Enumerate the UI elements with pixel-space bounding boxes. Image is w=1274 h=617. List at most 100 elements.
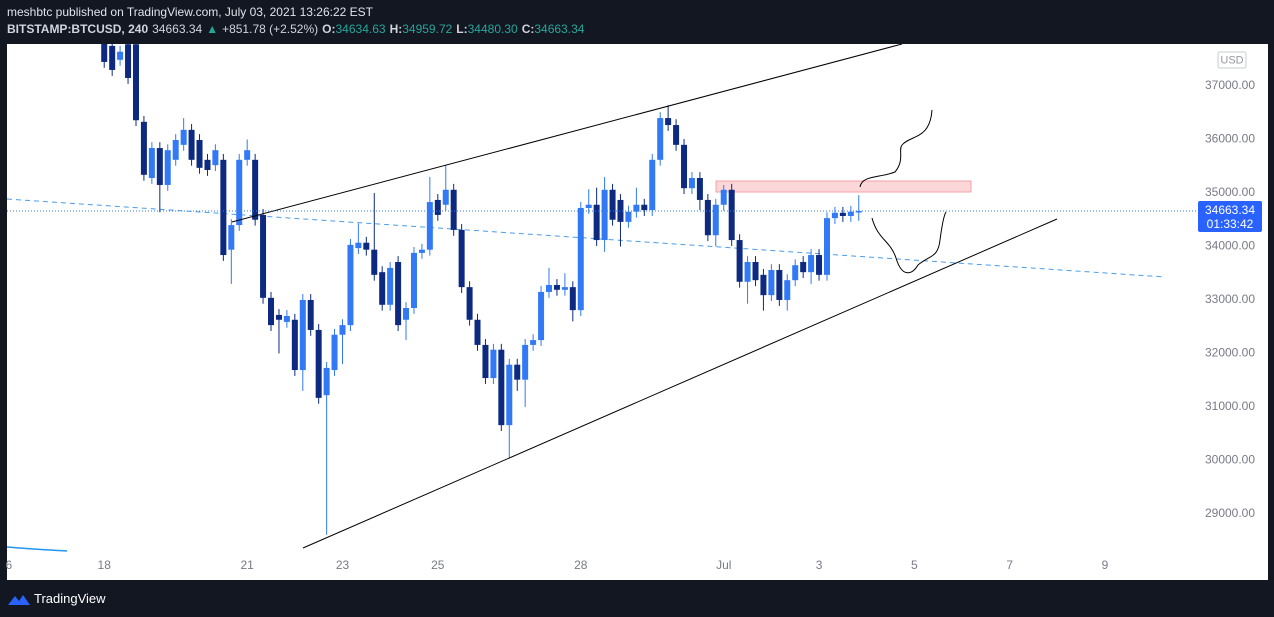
y-tick-label: 36000.00 bbox=[1205, 132, 1255, 146]
y-tick-label: 30000.00 bbox=[1205, 453, 1255, 467]
y-tick-label: 32000.00 bbox=[1205, 346, 1255, 360]
candle-body bbox=[212, 150, 219, 166]
candle-body bbox=[268, 297, 275, 326]
candle-body bbox=[331, 334, 338, 371]
candle-body bbox=[728, 189, 735, 241]
candle-body bbox=[260, 214, 267, 298]
candle-body bbox=[315, 329, 322, 398]
x-tick-label: 18 bbox=[98, 558, 112, 572]
candle-body bbox=[609, 189, 616, 220]
countdown: 01:33:42 bbox=[1207, 217, 1254, 231]
candle-body bbox=[450, 189, 457, 230]
candle-body bbox=[275, 314, 282, 320]
candle-body bbox=[744, 261, 751, 282]
candle-body bbox=[506, 364, 513, 426]
publish-info: meshbtc published on TradingView.com, Ju… bbox=[7, 5, 377, 19]
candle-body bbox=[220, 159, 227, 256]
x-tick-label: 21 bbox=[241, 558, 255, 572]
candle-body bbox=[204, 159, 211, 170]
candle-body bbox=[403, 307, 410, 320]
x-tick-label: Jul bbox=[716, 558, 731, 572]
ohlc-key: O: bbox=[322, 22, 336, 36]
candle-body bbox=[196, 140, 203, 168]
candle-body bbox=[387, 267, 394, 305]
candle-body bbox=[704, 199, 711, 236]
candle-body bbox=[466, 287, 473, 320]
candle-body bbox=[236, 159, 243, 226]
candle-body bbox=[617, 199, 624, 222]
chart-panel bbox=[7, 44, 1268, 580]
candle-body bbox=[442, 189, 449, 205]
candle-body bbox=[228, 225, 235, 250]
ohlc-key: L: bbox=[456, 22, 468, 36]
last-price-label: 34663.34 bbox=[1205, 203, 1255, 217]
candle-body bbox=[839, 212, 846, 216]
x-tick-label: 9 bbox=[1102, 558, 1109, 572]
candle-body bbox=[164, 150, 171, 185]
candle-body bbox=[625, 211, 632, 222]
candle-body bbox=[188, 129, 195, 160]
symbol-line: BITSTAMP:BTCUSD, 240 34663.34 ▲ +851.78 (+2… bbox=[7, 22, 592, 36]
candle-body bbox=[117, 51, 124, 60]
candle-body bbox=[474, 319, 481, 345]
candle-body bbox=[776, 270, 783, 300]
candle-body bbox=[696, 178, 703, 200]
lower-trendline bbox=[302, 218, 1058, 549]
candle-body bbox=[156, 148, 163, 185]
candle-body bbox=[530, 340, 537, 345]
candle-body bbox=[688, 178, 695, 189]
candle-body bbox=[395, 261, 402, 326]
currency: USD bbox=[1220, 54, 1243, 66]
candle-body bbox=[720, 189, 727, 205]
y-tick-label: 34000.00 bbox=[1205, 239, 1255, 253]
x-tick-label: 28 bbox=[574, 558, 588, 572]
candle-body bbox=[784, 280, 791, 300]
candle-body bbox=[553, 284, 560, 290]
candle-body bbox=[410, 252, 417, 308]
y-tick-label: 29000.00 bbox=[1205, 506, 1255, 520]
dashed-trendline bbox=[7, 198, 1166, 278]
candle-body bbox=[490, 349, 497, 379]
tradingview-logo bbox=[8, 595, 30, 605]
publisher: meshbtc published on TradingView.com, Ju… bbox=[7, 5, 374, 19]
candle-body bbox=[307, 299, 314, 330]
candle-body bbox=[133, 44, 140, 121]
symbol: BITSTAMP:BTCUSD, 240 bbox=[7, 22, 149, 36]
candle-body bbox=[792, 265, 799, 281]
change-arrow: ▲ bbox=[206, 22, 219, 36]
candle-body bbox=[180, 129, 187, 145]
candle-body bbox=[101, 44, 108, 62]
candle-body bbox=[339, 325, 346, 335]
candle-body bbox=[244, 150, 251, 160]
candle-body bbox=[379, 272, 386, 305]
candle-body bbox=[172, 140, 179, 160]
x-tick-label: 3 bbox=[816, 558, 823, 572]
candle-body bbox=[808, 255, 815, 273]
ohlc-value: 34663.34 bbox=[534, 22, 585, 36]
y-tick-label: 31000.00 bbox=[1205, 399, 1255, 413]
candle-body bbox=[125, 44, 132, 78]
candle-body bbox=[585, 204, 592, 208]
y-tick-label: 37000.00 bbox=[1205, 78, 1255, 92]
candle-body bbox=[418, 249, 425, 253]
candle-body bbox=[712, 204, 719, 236]
candle-body bbox=[458, 229, 465, 288]
candle-body bbox=[299, 299, 306, 371]
x-tick-label: 6 bbox=[6, 558, 13, 572]
candle-body bbox=[498, 349, 505, 426]
candle-body bbox=[283, 316, 290, 322]
candle-body bbox=[665, 118, 672, 126]
ohlc-value: 34480.30 bbox=[467, 22, 518, 36]
candle-body bbox=[109, 45, 116, 70]
candle-body bbox=[633, 204, 640, 212]
last-price-box bbox=[1198, 200, 1262, 232]
candle-body bbox=[657, 118, 664, 160]
footer-brand: TradingView bbox=[34, 591, 106, 606]
candle-body bbox=[577, 207, 584, 311]
candle-body bbox=[363, 242, 370, 250]
y-tick-label: 35000.00 bbox=[1205, 185, 1255, 199]
candle-body bbox=[855, 210, 862, 213]
candle-body bbox=[323, 367, 330, 396]
